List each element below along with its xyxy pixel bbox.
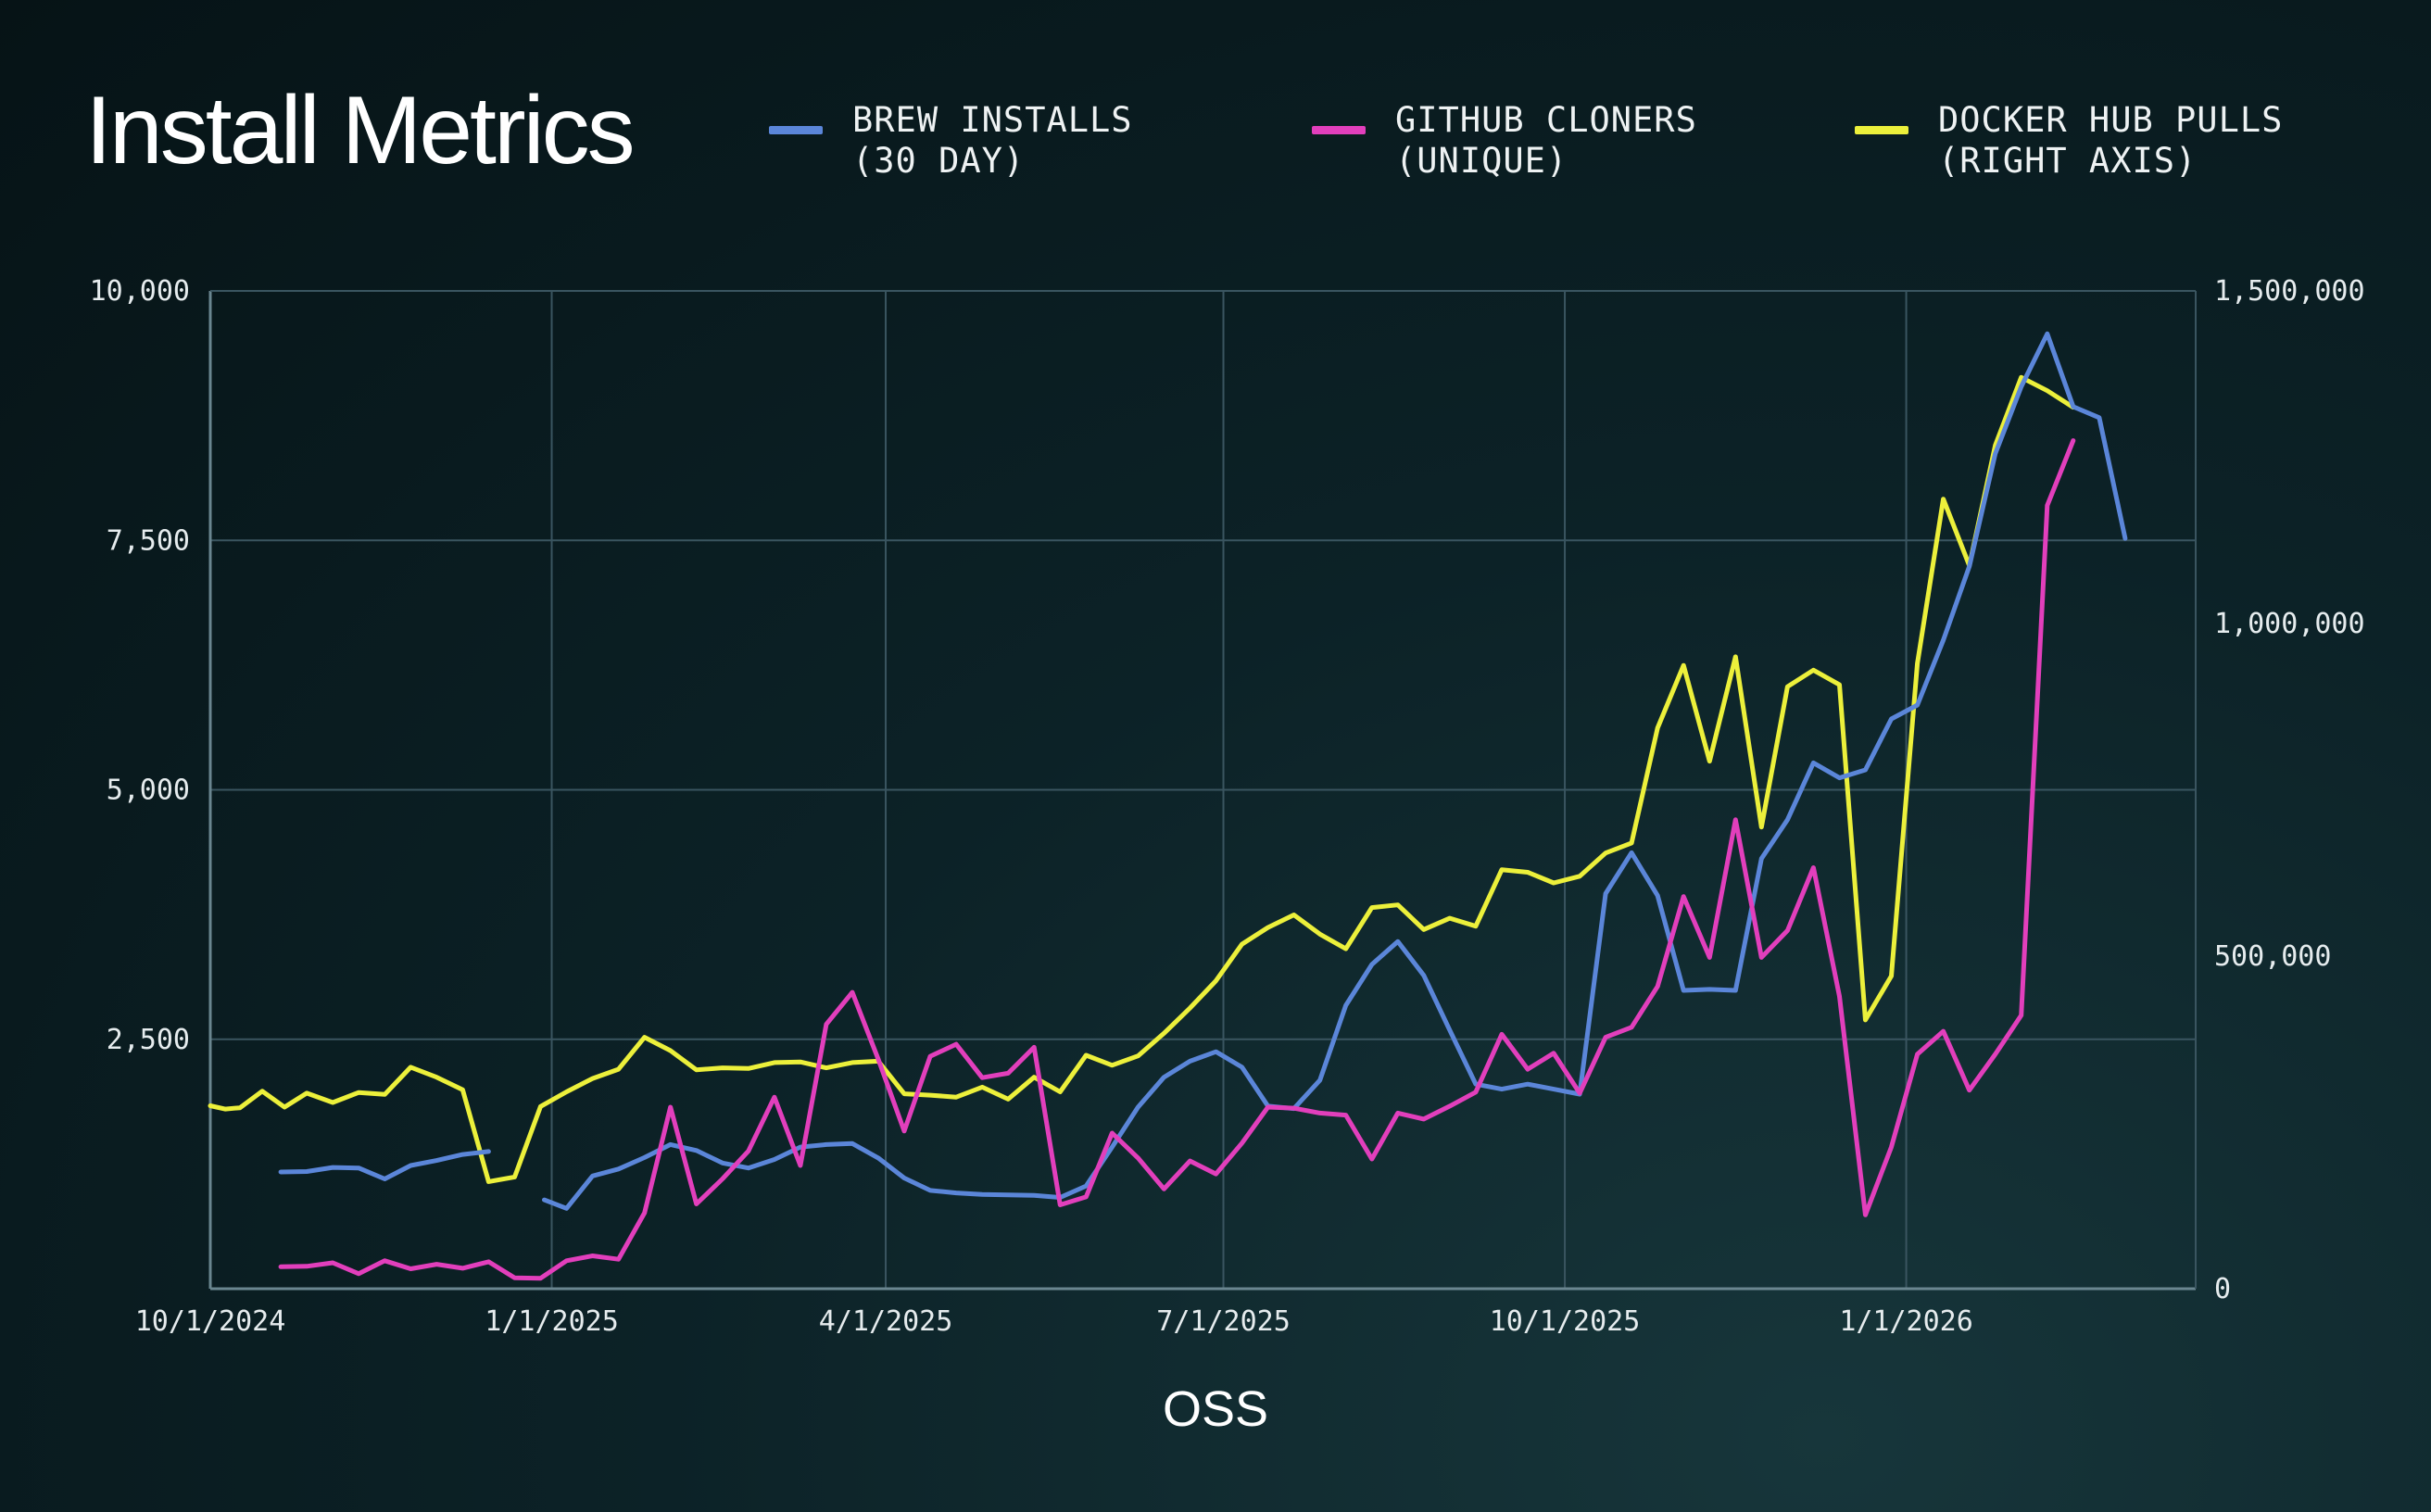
y-left-tick-label: 10,000 [90,275,190,308]
legend-label-brew-line2: (30 DAY) [852,141,1026,181]
y-left-tick-label: 2,500 [107,1024,190,1056]
legend-item-brew: BREW INSTALLS (30 DAY) [769,100,1133,182]
chart-title: Install Metrics [85,77,636,184]
x-tick-label: 4/1/2025 [819,1305,953,1338]
x-tick-label: 1/1/2026 [1839,1305,1973,1338]
series-line-docker [208,374,2076,1184]
legend-swatch-github [1312,126,1366,134]
legend-label-github-line1: GITHUB CLONERS [1395,100,1697,140]
x-tick-label: 7/1/2025 [1156,1305,1291,1338]
legend-label-github-line2: (UNIQUE) [1395,141,1568,181]
legend-label-brew: BREW INSTALLS (30 DAY) [852,100,1133,182]
legend-item-docker: DOCKER HUB PULLS (RIGHT AXIS) [1855,100,2283,182]
y-right-tick-label: 0 [2214,1273,2231,1305]
tick-labels: 10/1/2024 1/1/2025 4/1/2025 7/1/2025 10/1/20… [90,275,2365,1338]
y-right-tick-label: 500,000 [2214,940,2331,973]
grid-lines [209,290,2196,1289]
series-line-github [278,438,2076,1281]
series-lines [208,331,2128,1281]
y-right-tick-label: 1,000,000 [2214,608,2365,640]
legend-swatch-brew [769,126,823,134]
legend-label-github: GITHUB CLONERS (UNIQUE) [1395,100,1697,182]
legend-label-docker: DOCKER HUB PULLS (RIGHT AXIS) [1938,100,2283,182]
legend-item-github: GITHUB CLONERS (UNIQUE) [1312,100,1697,182]
legend-label-docker-line2: (RIGHT AXIS) [1938,141,2198,181]
x-tick-label: 10/1/2025 [1490,1305,1641,1338]
x-axis-title: OSS [1162,1381,1269,1437]
legend-label-brew-line1: BREW INSTALLS [852,100,1133,140]
y-left-tick-label: 7,500 [107,524,190,557]
x-tick-label: 10/1/2024 [135,1305,286,1338]
x-tick-label: 1/1/2025 [485,1305,619,1338]
y-left-tick-label: 5,000 [107,775,190,807]
axes [208,290,2197,1291]
legend-swatch-docker [1855,126,1908,134]
y-right-tick-label: 1,500,000 [2214,275,2365,308]
legend-label-docker-line1: DOCKER HUB PULLS [1938,100,2284,140]
